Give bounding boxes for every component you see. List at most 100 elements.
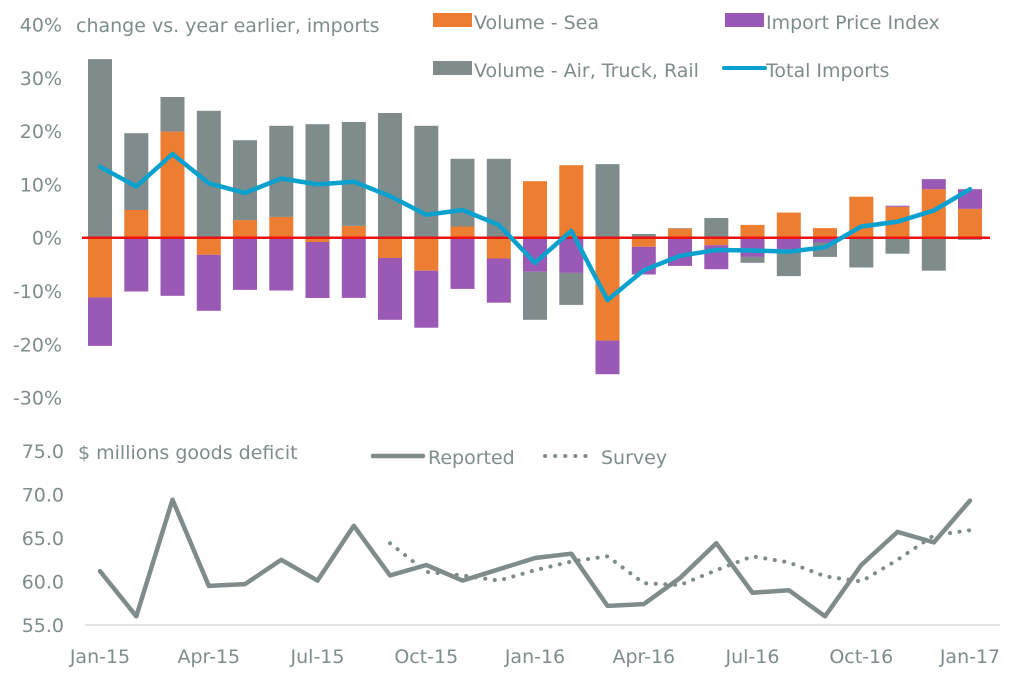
x-tick-label: Jul-16 <box>725 646 780 668</box>
bar-import-price-index <box>233 237 257 290</box>
x-tick-label: Oct-15 <box>394 646 458 668</box>
x-axis-ticks: Jan-15 Apr-15 Jul-15 Oct-15 Jan-16 Apr-16 Jul-… <box>69 646 1000 668</box>
x-tick-label: Jan-15 <box>69 646 130 668</box>
bar-import-price-index <box>88 297 112 346</box>
bar-volume-sea <box>595 237 620 341</box>
bar-import-price-index <box>668 237 692 266</box>
x-tick-label: Apr-16 <box>612 646 675 668</box>
bar-volume-air-truck-rail <box>523 271 547 320</box>
bar-volume-sea <box>704 237 729 246</box>
legend-item-volume-air-truck-rail: Volume - Air, Truck, Rail <box>433 60 699 82</box>
bar-import-price-index <box>813 237 837 243</box>
bar-volume-sea <box>88 237 112 298</box>
bar-volume-air-truck-rail <box>921 237 946 271</box>
bar-import-price-index <box>196 254 221 311</box>
bar-volume-air-truck-rail <box>124 133 149 210</box>
bottom-legend: Reported Survey <box>370 447 667 469</box>
y-tick-label: -20% <box>13 334 62 356</box>
y-tick-label: 55.0 <box>22 615 64 637</box>
legend-label-reported: Reported <box>428 447 515 469</box>
line-survey <box>388 528 972 587</box>
bar-volume-sea <box>269 216 294 238</box>
bar-volume-sea <box>124 210 149 238</box>
bar-import-price-index <box>740 237 765 257</box>
y-tick-label: -10% <box>13 281 62 303</box>
bar-volume-air-truck-rail <box>88 59 112 238</box>
bar-volume-sea <box>414 237 439 271</box>
bar-volume-sea <box>813 228 837 238</box>
bar-volume-sea <box>631 237 656 247</box>
bar-volume-air-truck-rail <box>160 97 185 132</box>
y-tick-label: 30% <box>20 68 62 90</box>
y-tick-label: 75.0 <box>22 441 64 463</box>
legend-item-total-imports: Total Imports <box>722 60 889 82</box>
bar-volume-air-truck-rail <box>414 125 439 238</box>
total-imports-line-group <box>97 151 973 303</box>
bar-volume-sea <box>196 237 221 255</box>
top-chart-title: change vs. year earlier, imports <box>76 15 380 37</box>
bar-volume-sea <box>233 220 257 238</box>
bar-volume-sea <box>486 237 511 259</box>
bar-volume-air-truck-rail <box>668 228 692 229</box>
legend-item-volume-sea: Volume - Sea <box>433 12 599 34</box>
y-tick-label: 20% <box>20 121 62 143</box>
legend-swatch-import-price-index <box>725 13 764 27</box>
bar-volume-sea <box>740 224 765 238</box>
y-tick-label: 10% <box>20 174 62 196</box>
y-tick-label: 0% <box>32 228 62 250</box>
bar-volume-sea <box>341 226 366 238</box>
bar-volume-air-truck-rail <box>450 158 475 227</box>
bar-volume-air-truck-rail <box>740 256 765 263</box>
x-tick-label: Apr-15 <box>177 646 240 668</box>
bottom-chart-title: $ millions goods deficit <box>78 442 298 464</box>
legend-swatch-volume-air-truck-rail <box>433 61 472 75</box>
y-tick-label: 65.0 <box>22 528 64 550</box>
bar-volume-sea <box>160 131 185 238</box>
legend-item-import-price-index: Import Price Index <box>725 12 940 34</box>
y-tick-label: 40% <box>20 15 62 37</box>
bar-import-price-index <box>450 237 475 289</box>
bar-import-price-index <box>160 237 185 296</box>
bar-volume-sea <box>450 226 475 238</box>
bar-import-price-index <box>305 242 330 298</box>
bar-volume-air-truck-rail <box>559 272 584 305</box>
goods-deficit-chart: $ millions goods deficit 75.0 70.0 65.0 60.… <box>22 441 1000 668</box>
x-tick-label: Jan-17 <box>939 646 1000 668</box>
bar-volume-sea <box>668 228 692 238</box>
bar-volume-sea <box>523 181 547 238</box>
bar-import-price-index <box>486 258 511 303</box>
bar-volume-air-truck-rail <box>269 125 294 217</box>
bar-volume-air-truck-rail <box>378 113 402 238</box>
bar-import-price-index <box>378 258 402 320</box>
bottom-y-axis-ticks: 75.0 70.0 65.0 60.0 55.0 <box>22 441 64 637</box>
x-tick-label: Oct-16 <box>829 646 893 668</box>
bar-volume-sea <box>958 208 982 238</box>
bar-volume-sea <box>305 237 330 242</box>
bar-volume-air-truck-rail <box>704 218 729 238</box>
bar-volume-air-truck-rail <box>631 234 656 238</box>
bar-volume-air-truck-rail <box>595 164 620 238</box>
bar-volume-sea <box>378 237 402 258</box>
legend-item-reported: Reported <box>370 447 515 469</box>
bar-volume-air-truck-rail <box>341 122 366 226</box>
top-y-axis-ticks: 40% 30% 20% 10% 0% -10% -20% -30% <box>13 15 62 410</box>
legend-label-survey: Survey <box>601 447 667 469</box>
bar-import-price-index <box>414 270 439 328</box>
top-bars <box>88 59 982 375</box>
import-change-chart: change vs. year earlier, imports 40% 30% 2… <box>13 12 990 410</box>
legend-label-import-price-index: Import Price Index <box>766 12 940 34</box>
y-tick-label: -30% <box>13 388 62 410</box>
bar-volume-air-truck-rail <box>885 237 910 254</box>
legend-label-total-imports: Total Imports <box>765 60 889 82</box>
bar-import-price-index <box>341 237 366 298</box>
bar-import-price-index <box>269 237 294 291</box>
x-tick-label: Jan-16 <box>504 646 565 668</box>
x-tick-label: Jul-15 <box>290 646 345 668</box>
legend-swatch-volume-sea <box>433 13 472 27</box>
top-legend: Volume - Sea Import Price Index Volume -… <box>433 12 940 82</box>
y-tick-label: 70.0 <box>22 485 64 507</box>
legend-item-survey: Survey <box>543 447 667 469</box>
bar-import-price-index <box>885 205 910 207</box>
bar-volume-sea <box>559 165 584 238</box>
